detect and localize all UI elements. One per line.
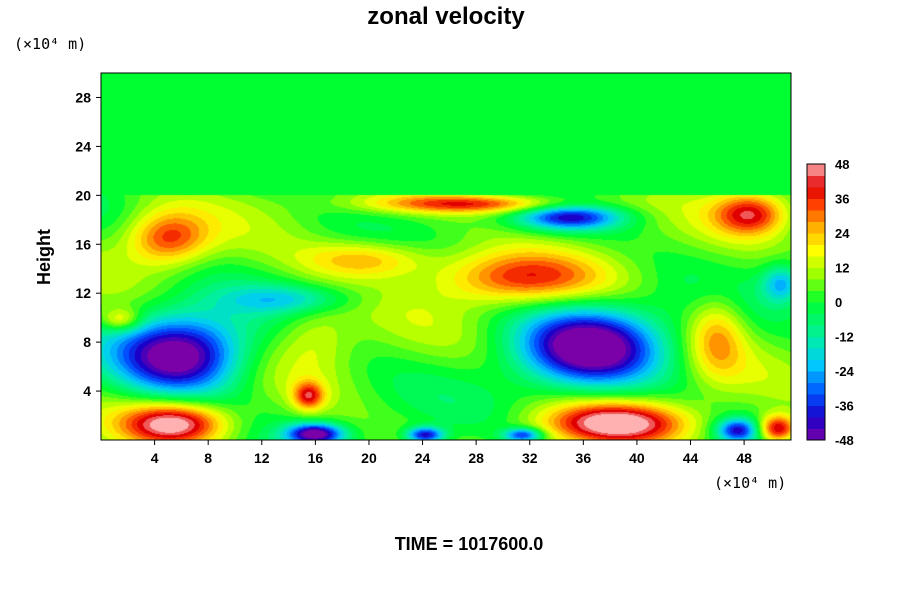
- plot-frame: [100, 72, 792, 441]
- colorbar-swatch: [807, 290, 825, 303]
- colorbar-swatch: [807, 267, 825, 280]
- colorbar-label: -36: [835, 399, 854, 414]
- y-tick-labels: 4 8 12 16 20 24 28: [75, 89, 101, 399]
- colorbar-swatch: [807, 233, 825, 245]
- colorbar-label: -48: [835, 433, 854, 448]
- x-unit-label: (×10⁴ m): [714, 474, 786, 492]
- x-tick-label: 8: [204, 450, 212, 466]
- colorbar-swatch: [807, 405, 825, 418]
- colorbar-swatch: [807, 417, 825, 429]
- y-axis-label: Height: [34, 229, 54, 285]
- y-tick-label: 20: [75, 187, 91, 203]
- colorbar-label: 12: [835, 261, 849, 276]
- colorbar-label: 0: [835, 295, 842, 310]
- x-tick-label: 28: [468, 450, 484, 466]
- chart-title: zonal velocity: [367, 3, 525, 30]
- y-unit-label: (×10⁴ m): [14, 35, 86, 53]
- colorbar-swatch: [807, 221, 825, 234]
- x-tick-label: 12: [254, 450, 270, 466]
- colorbar-swatch: [807, 210, 825, 222]
- y-tick-label: 4: [83, 383, 91, 399]
- colorbar-swatch: [807, 336, 825, 349]
- colorbar-swatch: [807, 313, 825, 326]
- colorbar-frame: [806, 163, 826, 441]
- colorbar-swatch: [807, 187, 825, 199]
- plot-area: [100, 72, 792, 441]
- x-tick-label: 40: [629, 450, 645, 466]
- x-tick-labels: 4 8 12 16 20 24 28 32 36 40 44 48: [151, 440, 752, 466]
- colorbar-label: 24: [835, 226, 850, 241]
- colorbar-label: 36: [835, 192, 849, 207]
- colorbar-swatch: [807, 428, 825, 441]
- colorbar-swatch: [807, 164, 825, 176]
- colorbar-swatch: [807, 325, 825, 337]
- colorbar-swatch: [807, 359, 825, 372]
- colorbar: [806, 163, 826, 441]
- x-tick-label: 16: [308, 450, 324, 466]
- x-tick-label: 32: [522, 450, 538, 466]
- colorbar-swatch: [807, 302, 825, 314]
- colorbar-swatch: [807, 198, 825, 211]
- y-tick-label: 28: [75, 89, 91, 105]
- x-tick-label: 4: [151, 450, 159, 466]
- y-tick-label: 12: [75, 285, 91, 301]
- time-footer: TIME = 1017600.0: [395, 534, 544, 554]
- colorbar-swatch: [807, 279, 825, 291]
- y-tick-label: 8: [83, 334, 91, 350]
- x-tick-label: 48: [736, 450, 752, 466]
- colorbar-swatch: [807, 244, 825, 257]
- colorbar-swatch: [807, 371, 825, 383]
- colorbar-swatch: [807, 256, 825, 268]
- x-tick-label: 20: [361, 450, 377, 466]
- colorbar-label: -24: [835, 364, 855, 379]
- x-tick-label: 36: [576, 450, 592, 466]
- colorbar-label: -12: [835, 330, 854, 345]
- x-tick-label: 24: [415, 450, 431, 466]
- colorbar-swatch: [807, 382, 825, 395]
- colorbar-label: 48: [835, 157, 849, 172]
- colorbar-swatch: [807, 348, 825, 360]
- y-tick-label: 24: [75, 138, 91, 154]
- colorbar-labels: 48 36 24 12 0 -12 -24 -36 -48: [835, 157, 855, 448]
- colorbar-swatch: [807, 394, 825, 406]
- y-tick-label: 16: [75, 236, 91, 252]
- velocity-field-image: [101, 73, 791, 440]
- colorbar-swatch: [807, 175, 825, 188]
- x-tick-label: 44: [683, 450, 699, 466]
